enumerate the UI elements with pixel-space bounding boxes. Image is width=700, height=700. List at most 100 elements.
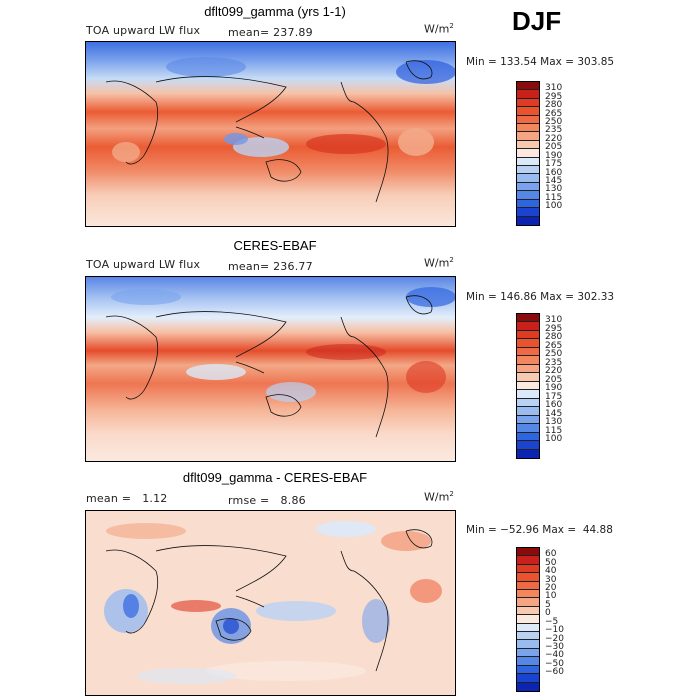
colorbar-tick-label: 50 <box>545 557 557 568</box>
colorbar-tick-label: 205 <box>545 374 563 385</box>
colorbar-tick-label: 10 <box>545 591 557 602</box>
colorbar-segment <box>517 339 539 348</box>
colorbar-segment <box>517 657 539 666</box>
colorbar-segment <box>517 216 539 225</box>
colorbar-tick-label: 220 <box>545 133 563 144</box>
colorbar-segment <box>517 140 539 150</box>
colorbar-tick-label: 20 <box>545 583 557 594</box>
colorbar-tick-label: 250 <box>545 117 563 128</box>
colorbar-segment <box>517 432 539 442</box>
colorbar-tick-label: −30 <box>545 641 564 652</box>
colorbar-segment <box>517 115 539 125</box>
colorbar-segment <box>517 208 539 217</box>
colorbar-tick-label: 145 <box>545 408 563 419</box>
colorbar-tick-label: 280 <box>545 100 563 111</box>
colorbar-tick-label: 295 <box>545 91 563 102</box>
colorbar-segment <box>517 615 539 624</box>
panel-3-colorbar <box>516 547 540 692</box>
panel-2-colorbar <box>516 313 540 459</box>
colorbar-tick-label: 265 <box>545 340 563 351</box>
colorbar-tick-label: 100 <box>545 434 563 445</box>
colorbar-segment <box>517 398 539 408</box>
colorbar-segment <box>517 132 539 141</box>
colorbar-segment <box>517 564 539 574</box>
colorbar-tick-label: 130 <box>545 417 563 428</box>
colorbar-tick-label: 310 <box>545 83 563 94</box>
panel-2-colorbar-labels: 310 295 280 265 250 235 220 205 190 175 160 145 130 1… <box>545 313 585 459</box>
colorbar-tick-label: 295 <box>545 323 563 334</box>
colorbar-segment <box>517 573 539 582</box>
colorbar-segment <box>517 82 539 91</box>
panel-1-map-field <box>86 42 455 226</box>
colorbar-segment <box>517 590 539 599</box>
panel-3-rmse-label: rmse = 8.86 <box>228 494 306 507</box>
colorbar-segment <box>517 98 539 108</box>
colorbar-tick-label: −40 <box>545 650 564 661</box>
colorbar-segment <box>517 556 539 565</box>
panel-1-mean-label: mean= 237.89 <box>228 26 313 39</box>
colorbar-segment <box>517 322 539 331</box>
colorbar-tick-label: 235 <box>545 357 563 368</box>
colorbar-segment <box>517 449 539 458</box>
colorbar-tick-label: 115 <box>545 425 563 436</box>
colorbar-tick-label: 235 <box>545 125 563 136</box>
colorbar-tick-label: 100 <box>545 201 563 212</box>
colorbar-segment <box>517 174 539 183</box>
colorbar-segment <box>517 124 539 133</box>
colorbar-segment <box>517 347 539 357</box>
colorbar-segment <box>517 598 539 607</box>
colorbar-tick-label: 250 <box>545 349 563 360</box>
colorbar-segment <box>517 415 539 425</box>
colorbar-segment <box>517 381 539 391</box>
panel-1-variable-label: TOA upward LW flux <box>86 24 201 37</box>
colorbar-tick-label: 145 <box>545 175 563 186</box>
panel-2-variable-label: TOA upward LW flux <box>86 258 201 271</box>
panel-1-units: W/m2 <box>424 22 454 36</box>
colorbar-segment <box>517 606 539 616</box>
panel-3-minmax: Min = −52.96 Max = 44.88 <box>466 524 613 536</box>
panel-3-map <box>85 510 456 696</box>
panel-3-mean-label: mean = 1.12 <box>86 492 168 505</box>
colorbar-segment <box>517 441 539 450</box>
panel-3-colorbar-labels: 60 50 40 30 20 10 5 0 −5 −10 −20 −30 −40 −50 −60 <box>545 547 585 692</box>
colorbar-segment <box>517 330 539 340</box>
colorbar-tick-label: 220 <box>545 366 563 377</box>
colorbar-segment <box>517 356 539 365</box>
panel-2-map <box>85 276 456 462</box>
colorbar-segment <box>517 390 539 399</box>
colorbar-segment <box>517 665 539 675</box>
colorbar-tick-label: −20 <box>545 633 564 644</box>
colorbar-segment <box>517 548 539 557</box>
colorbar-segment <box>517 107 539 116</box>
colorbar-segment <box>517 364 539 374</box>
panel-3-units: W/m2 <box>424 490 454 504</box>
colorbar-segment <box>517 314 539 323</box>
colorbar-tick-label: 310 <box>545 315 563 326</box>
panel-2-mean-label: mean= 236.77 <box>228 260 313 273</box>
panel-2-minmax: Min = 146.86 Max = 302.33 <box>466 291 615 303</box>
colorbar-segment <box>517 648 539 658</box>
colorbar-segment <box>517 682 539 691</box>
colorbar-segment <box>517 199 539 209</box>
panel-1-colorbar-labels: 310 295 280 265 250 235 220 205 190 175 160 145 130 1… <box>545 81 585 226</box>
colorbar-tick-label: −50 <box>545 658 564 669</box>
panel-2-map-field <box>86 277 455 461</box>
colorbar-tick-label: 40 <box>545 566 557 577</box>
panel-3-title: dflt099_gamma - CERES-EBAF <box>182 470 368 485</box>
colorbar-segment <box>517 149 539 158</box>
colorbar-segment <box>517 674 539 683</box>
colorbar-segment <box>517 373 539 382</box>
panel-3-map-field <box>86 511 455 695</box>
colorbar-tick-label: 115 <box>545 192 563 203</box>
panel-2-units: W/m2 <box>424 256 454 270</box>
colorbar-tick-label: 160 <box>545 400 563 411</box>
colorbar-segment <box>517 182 539 192</box>
colorbar-tick-label: −60 <box>545 667 564 678</box>
season-label: DJF <box>512 6 562 36</box>
colorbar-segment <box>517 166 539 175</box>
panel-1-map <box>85 41 456 227</box>
colorbar-tick-label: 175 <box>545 159 563 170</box>
panel-1-title: dflt099_gamma (yrs 1-1) <box>204 4 346 19</box>
colorbar-tick-label: 280 <box>545 332 563 343</box>
colorbar-segment <box>517 632 539 641</box>
